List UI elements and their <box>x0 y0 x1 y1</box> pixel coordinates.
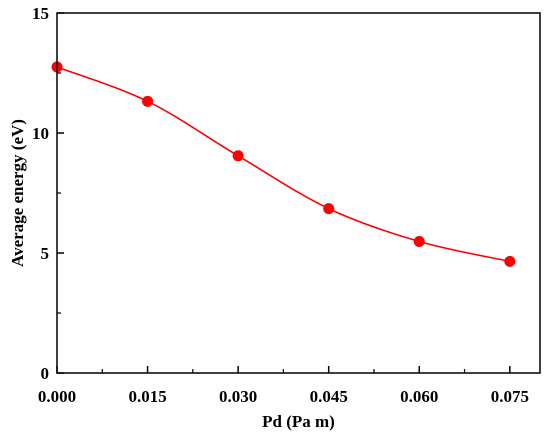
x-tick-label: 0.015 <box>128 387 166 406</box>
data-point <box>142 95 154 107</box>
labels-layer: 0.000 0.015 0.030 0.045 0.060 0.075 0 5 10 15 <box>32 4 529 406</box>
y-tick-label: 5 <box>41 244 50 263</box>
data-point <box>232 150 244 162</box>
x-tick-label: 0.075 <box>491 387 529 406</box>
x-tick-label: 0.045 <box>310 387 348 406</box>
ticks-layer <box>56 12 511 374</box>
x-tick-label: 0.030 <box>219 387 257 406</box>
y-tick-label: 10 <box>32 124 49 143</box>
x-tick-label: 0.060 <box>400 387 438 406</box>
y-axis-title: Average energy (eV) <box>8 119 27 267</box>
data-point <box>504 255 516 267</box>
x-tick-label: 0.000 <box>38 387 76 406</box>
line-layer <box>56 66 510 263</box>
markers-layer <box>51 61 516 267</box>
data-point <box>413 235 425 247</box>
x-axis-title: Pd (Pa m) <box>262 412 335 431</box>
y-tick-label: 15 <box>32 4 49 23</box>
series-line <box>56 66 510 263</box>
y-tick-label: 0 <box>41 364 50 383</box>
data-point <box>323 203 335 215</box>
